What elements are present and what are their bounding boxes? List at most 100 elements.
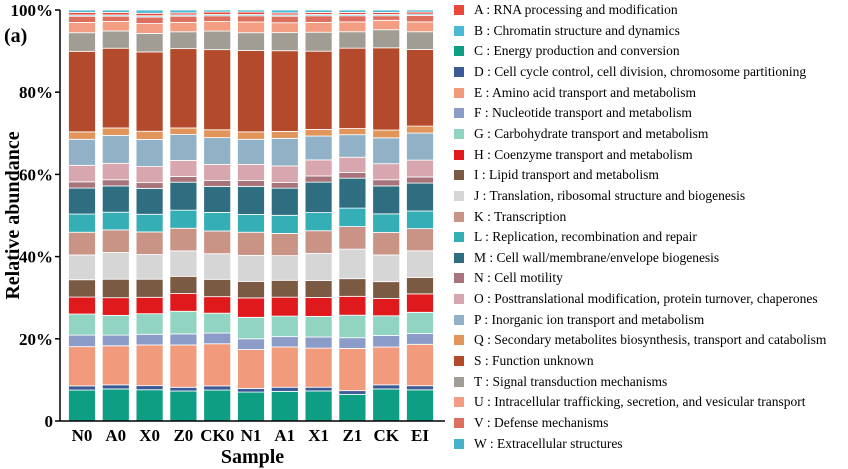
bar-segment-K-X1 [304, 230, 333, 254]
bar-segment-G-EI [406, 311, 434, 335]
bar-segment-T-X1 [304, 31, 333, 52]
bar-segment-D-CK0 [203, 385, 232, 391]
legend-swatch-G [454, 128, 464, 139]
legend-swatch-H [454, 149, 464, 160]
bar-segment-I-CK0 [203, 278, 232, 298]
bar-segment-C-X1 [304, 390, 333, 422]
bar-segment-N-CK [372, 179, 401, 187]
legend-item-M: M : Cell wall/membrane/envelope biogenes… [454, 248, 719, 268]
bar-segment-U-N1 [237, 21, 265, 34]
bar-segment-C-A1 [270, 390, 299, 422]
bar-segment-U-CK [372, 19, 401, 31]
bar-segment-I-X0 [135, 278, 164, 298]
bar-segment-S-EI [406, 48, 434, 127]
bar-segment-F-X0 [135, 333, 164, 346]
bar-segment-J-Z1 [338, 248, 367, 280]
bar-segment-D-Z1 [338, 390, 367, 395]
legend-swatch-Q [454, 335, 464, 346]
y-tick-label-60: 60% [19, 165, 53, 184]
bar-segment-N-X1 [304, 175, 333, 183]
legend-item-D: D : Cell cycle control, cell division, c… [454, 62, 806, 82]
bar-segment-O-CK0 [203, 164, 232, 182]
bar-segment-K-CK [372, 231, 401, 256]
x-tick-label-CK: CK [373, 426, 399, 445]
bar-segment-H-A1 [270, 296, 299, 317]
axes-group: N0 A0 X0 Z0 CK0 N1 A1 X1 Z1 CK EI 0 20% 40% 60% 80% 100%… [2, 1, 445, 468]
legend-label-M: M : Cell wall/membrane/envelope biogenes… [474, 249, 720, 265]
bar-segment-T-A0 [101, 30, 130, 49]
legend-item-K: K : Transcription [454, 207, 566, 227]
legend-label-J: J : Translation, ribosomal structure and… [474, 187, 746, 203]
bar-segment-T-EI [406, 31, 434, 50]
bar-segment-Q-N0 [68, 131, 96, 140]
legend-item-C: C : Energy production and conversion [454, 41, 680, 61]
bar-segment-N-Z0 [169, 176, 198, 183]
bar-segment-P-Z0 [169, 134, 198, 161]
bar-segment-D-N0 [68, 385, 96, 391]
legend-label-S: S : Function unknown [474, 353, 594, 369]
bar-segment-P-Z1 [338, 134, 367, 158]
bar-segment-J-N1 [237, 254, 265, 282]
bar-segment-Q-EI [406, 125, 434, 134]
legend-item-N: N : Cell motility [454, 268, 563, 288]
bar-segment-I-N1 [237, 280, 265, 299]
legend-item-Q: Q : Secondary metabolites biosynthesis, … [454, 330, 826, 350]
bar-segment-S-CK0 [203, 49, 232, 131]
legend-label-L: L : Replication, recombination and repai… [474, 229, 697, 245]
y-tick-label-100: 100% [11, 1, 54, 20]
bar-segment-O-Z0 [169, 160, 198, 177]
bar-segment-D-EI [406, 385, 434, 391]
bar-segment-H-X0 [135, 296, 164, 315]
bar-segment-H-N0 [68, 296, 96, 315]
bar-segment-M-Z1 [338, 177, 367, 209]
bar-segment-M-CK [372, 185, 401, 215]
legend-label-F: F : Nucleotide transport and metabolism [474, 105, 692, 121]
legend-swatch-A [454, 5, 464, 15]
bars-group [68, 9, 434, 422]
legend-label-H: H : Coenzyme transport and metabolism [474, 146, 693, 162]
legend-swatch-B [454, 25, 464, 36]
bar-segment-I-X1 [304, 280, 333, 298]
bar-segment-O-EI [406, 159, 434, 178]
bar-segment-O-A0 [101, 162, 130, 181]
bar-segment-M-A1 [270, 187, 299, 216]
bar-segment-I-Z0 [169, 275, 198, 294]
legend-label-I: I : Lipid transport and metabolism [474, 167, 659, 183]
legend-label-D: D : Cell cycle control, cell division, c… [474, 63, 807, 79]
legend-item-I: I : Lipid transport and metabolism [454, 165, 659, 185]
bar-segment-V-X0 [135, 16, 164, 24]
bar-segment-P-EI [406, 132, 434, 161]
bar-segment-Q-Z1 [338, 128, 367, 136]
legend-swatch-D [454, 66, 464, 77]
legend-label-B: B : Chromatin structure and dynamics [474, 22, 680, 38]
bar-segment-O-X1 [304, 159, 333, 177]
bar-segment-S-A1 [270, 50, 299, 132]
bar-segment-U-X1 [304, 21, 333, 33]
bar-segment-M-X0 [135, 187, 164, 215]
bar-segment-K-Z1 [338, 226, 367, 250]
bar-segment-P-CK0 [203, 137, 232, 165]
bar-segment-S-Z0 [169, 48, 198, 129]
bar-segment-T-Z0 [169, 31, 198, 50]
bar-segment-H-A0 [101, 297, 130, 316]
bar-segment-S-A0 [101, 47, 130, 129]
bar-segment-L-EI [406, 210, 434, 230]
bar-segment-M-X1 [304, 181, 333, 214]
bar-segment-T-N0 [68, 32, 96, 52]
legend-item-F: F : Nucleotide transport and metabolism [454, 103, 692, 123]
x-tick-label-Z0: Z0 [173, 426, 193, 445]
bar-segment-P-CK [372, 137, 401, 165]
bar-segment-F-Z1 [338, 337, 367, 349]
bar-segment-L-A0 [101, 211, 130, 231]
bar-segment-Q-CK0 [203, 129, 232, 139]
bar-segment-U-A0 [101, 21, 130, 32]
bar-segment-V-N0 [68, 15, 96, 23]
bar-segment-T-N1 [237, 32, 265, 51]
bar-segment-V-CK [372, 15, 401, 21]
x-tick-label-A1: A1 [274, 426, 295, 445]
y-tick-label-80: 80% [19, 83, 53, 102]
bar-segment-V-A1 [270, 15, 299, 24]
bar-segment-F-X1 [304, 336, 333, 349]
legend-item-H: H : Coenzyme transport and metabolism [454, 145, 693, 165]
bar-segment-H-N1 [237, 297, 265, 318]
